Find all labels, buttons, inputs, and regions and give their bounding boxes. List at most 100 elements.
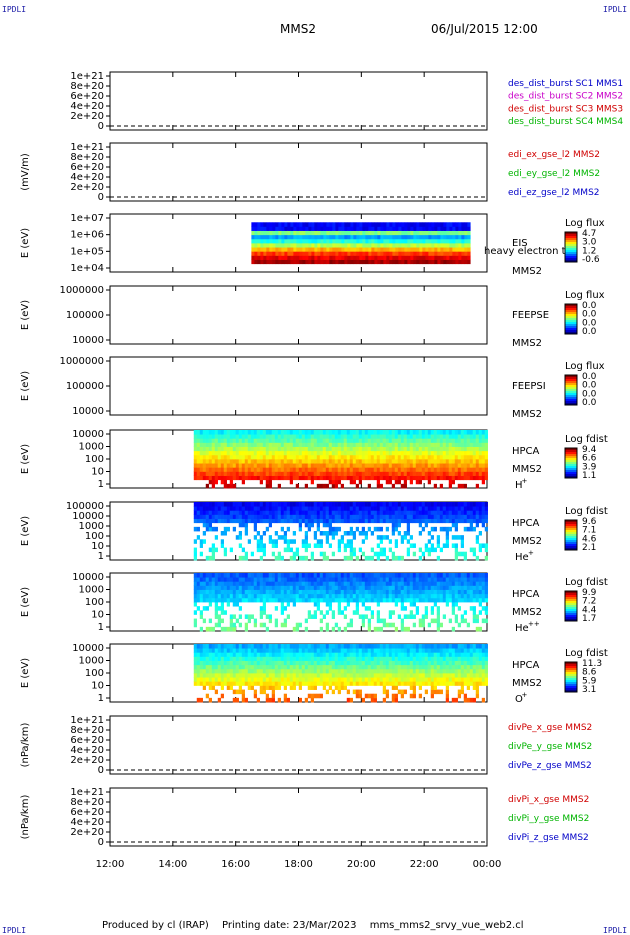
panel-6-cell xyxy=(371,467,374,472)
panel-7-cell xyxy=(440,502,443,507)
panel-3-cell xyxy=(287,251,290,256)
panel-7-cell xyxy=(239,510,242,515)
panel-9-cell xyxy=(296,644,299,649)
panel-7-cell xyxy=(467,527,470,532)
panel-6-cell xyxy=(482,438,485,443)
panel-9-cell xyxy=(263,681,266,686)
panel-6-cell xyxy=(275,430,278,435)
panel-3-cell xyxy=(311,222,314,227)
panel-6-cell xyxy=(440,476,443,481)
panel-3-cell xyxy=(278,226,281,231)
panel-9-cell xyxy=(335,644,338,649)
panel-9-cell xyxy=(401,656,404,661)
panel-7-cell xyxy=(449,514,452,519)
panel-7-cell xyxy=(251,502,254,507)
panel-7-cell xyxy=(302,506,305,511)
panel-9-cell xyxy=(239,656,242,661)
panel-3-cell xyxy=(467,251,470,256)
panel-6-cell xyxy=(371,447,374,452)
panel-9-cell xyxy=(269,644,272,649)
panel-9-cell xyxy=(350,665,353,670)
panel-8-cell xyxy=(371,594,374,599)
panel-8-cell xyxy=(476,619,479,624)
panel-9-cell xyxy=(209,677,212,682)
panel-8-cell xyxy=(449,619,452,624)
panel-8-cell xyxy=(326,627,329,632)
panel-6-cell xyxy=(335,442,338,447)
panel-3-cell xyxy=(377,222,380,227)
panel-8-cell xyxy=(431,585,434,590)
panel-7-species-sup: + xyxy=(528,549,534,557)
panel-7-cell xyxy=(299,510,302,515)
panel-8-cell xyxy=(236,590,239,595)
panel-8-cell xyxy=(275,590,278,595)
panel-6-cell xyxy=(425,471,428,476)
panel-3-cell xyxy=(425,260,428,265)
panel-6-cell xyxy=(377,455,380,460)
panel-6-cell xyxy=(383,430,386,435)
panel-8-cell xyxy=(278,581,281,586)
panel-6-cell xyxy=(335,438,338,443)
panel-6-cell xyxy=(476,476,479,481)
panel-3-cell xyxy=(251,231,254,236)
panel-6-cell xyxy=(449,434,452,439)
panel-6-cell xyxy=(287,455,290,460)
panel-8-cell xyxy=(404,598,407,603)
panel-3-cell xyxy=(299,243,302,248)
panel-6-cell xyxy=(368,471,371,476)
panel-6-cell xyxy=(332,442,335,447)
panel-7-cell xyxy=(305,510,308,515)
panel-8-cell xyxy=(410,590,413,595)
panel-7-cell xyxy=(242,519,245,524)
panel-6-cell xyxy=(416,438,419,443)
panel-3-cell xyxy=(443,239,446,244)
panel-8-cell xyxy=(392,623,395,628)
panel-6-colorbar-step xyxy=(565,472,577,474)
panel-6-cell xyxy=(449,447,452,452)
panel-6-cell xyxy=(224,438,227,443)
panel-8-cell xyxy=(248,598,251,603)
panel-8-cell xyxy=(245,577,248,582)
panel-9-cell xyxy=(314,694,317,699)
panel-6-cell xyxy=(302,430,305,435)
panel-8-cell xyxy=(395,577,398,582)
panel-3-cell xyxy=(392,239,395,244)
panel-7-colorbar xyxy=(565,520,577,550)
panel-6-cell xyxy=(272,471,275,476)
panel-6-cell xyxy=(203,430,206,435)
panel-6-cell xyxy=(386,455,389,460)
panel-6-cell xyxy=(389,455,392,460)
panel-8-cell xyxy=(443,585,446,590)
panel-3-cell xyxy=(428,239,431,244)
panel-8-cell xyxy=(437,585,440,590)
panel-3-cell xyxy=(317,247,320,252)
panel-8-cell xyxy=(302,573,305,578)
panel-7-cell xyxy=(338,548,341,553)
panel-9-cell xyxy=(359,677,362,682)
panel-7-cell xyxy=(470,506,473,511)
panel-9-cell xyxy=(371,669,374,674)
panel-9-cell xyxy=(329,665,332,670)
panel-3-cell xyxy=(260,260,263,265)
panel-6-cell xyxy=(401,451,404,456)
panel-3-colorbar-step xyxy=(565,238,577,240)
panel-8-cell xyxy=(479,594,482,599)
panel-4-colorbar-title: Log flux xyxy=(565,290,605,301)
panel-7-cell xyxy=(287,519,290,524)
panel-9-cell xyxy=(374,698,377,703)
panel-7-cell xyxy=(212,548,215,553)
panel-8-cell xyxy=(233,585,236,590)
panel-6-cell xyxy=(221,463,224,468)
panel-6-cell xyxy=(419,480,422,485)
panel-9-cell xyxy=(245,644,248,649)
panel-6-cell xyxy=(365,467,368,472)
panel-6-cell xyxy=(296,434,299,439)
panel-8-cell xyxy=(239,585,242,590)
panel-9-cell xyxy=(224,644,227,649)
panel-7-cell xyxy=(221,510,224,515)
panel-8-cell xyxy=(377,598,380,603)
panel-8-cell xyxy=(395,581,398,586)
panel-9-cell xyxy=(377,669,380,674)
panel-3-cell xyxy=(440,222,443,227)
panel-7-cell xyxy=(296,502,299,507)
